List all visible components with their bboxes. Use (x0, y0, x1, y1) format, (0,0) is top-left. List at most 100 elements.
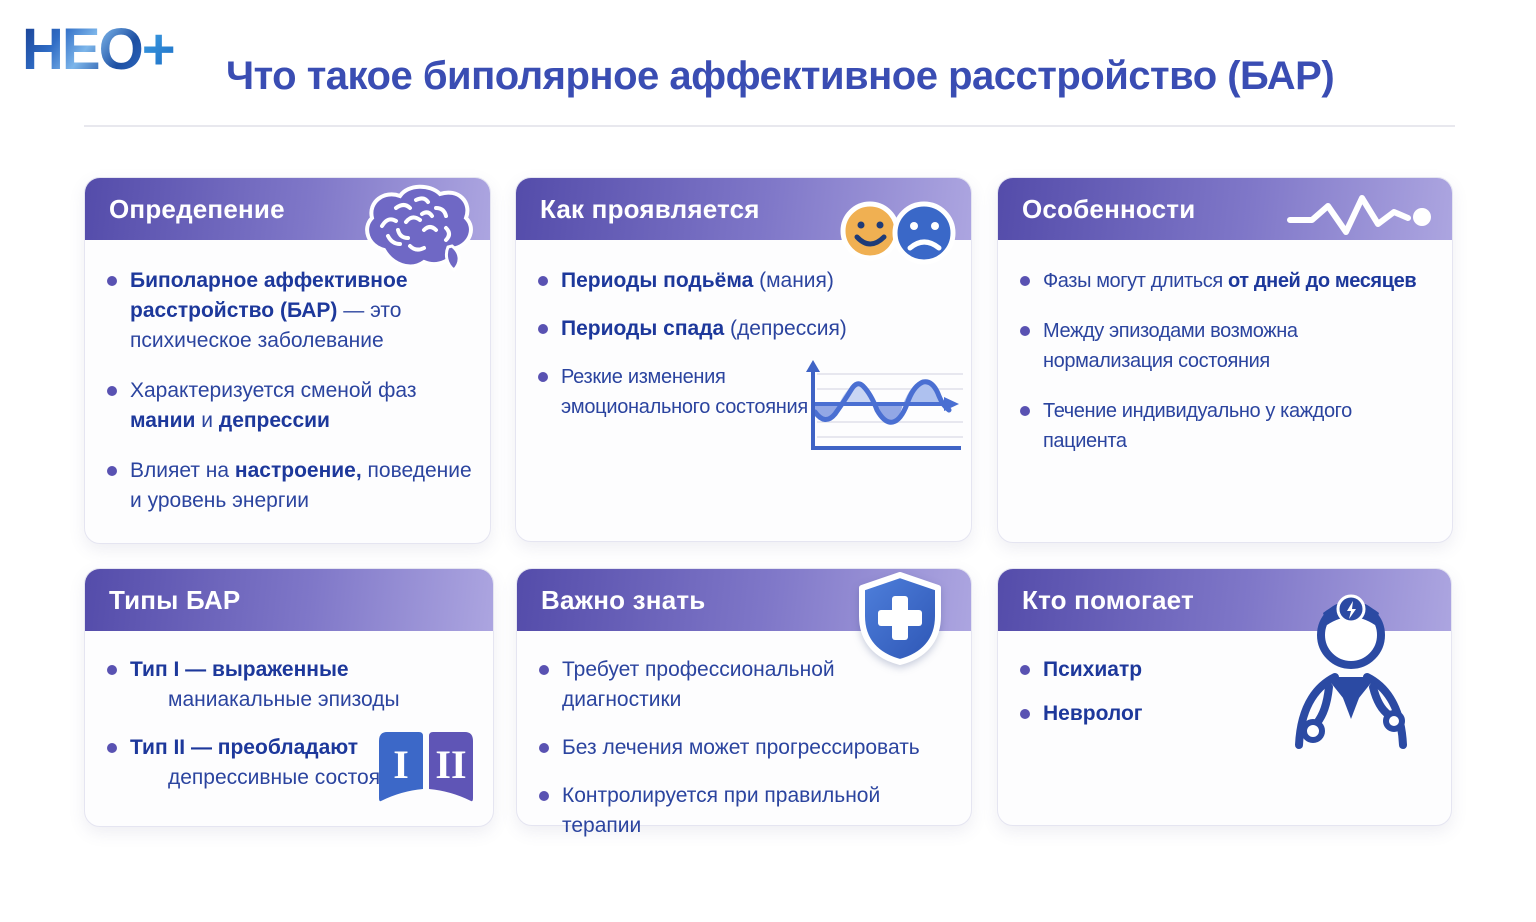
logo-plus-icon: + (141, 17, 176, 82)
list-item: Резкие изменения эмоционального состояния (538, 362, 955, 422)
bullet-text-segment: поведение и уровень энергии (130, 459, 472, 512)
type-badges-icon: I II (371, 727, 481, 810)
list-item: Требует профессиональной диагностики (539, 655, 955, 715)
bullet-dot (107, 743, 117, 753)
list-item: Фазы могут длиться от дней до месяцев (1020, 266, 1436, 296)
card-title: Как проявляется (540, 193, 760, 224)
logo-text: НЕО (22, 17, 144, 82)
bullet-text: Биполарное аффективное расстройство (БАР… (130, 266, 474, 356)
bullet-text-segment: Тип II — преобладают (130, 736, 358, 759)
bullet-text: Резкие изменения эмоционального состояния (561, 362, 808, 422)
type-badge-ii: II (429, 732, 473, 802)
bullet-dot (539, 791, 549, 801)
svg-text:II: II (435, 742, 466, 787)
bullet-dot (539, 743, 549, 753)
bullet-text: Тип I — выраженные маниакальные эпизоды (130, 655, 400, 715)
list-item: Контролируется при правильной терапии (539, 781, 955, 841)
bullet-text: Влияет на настроение, поведение и уровен… (130, 456, 474, 516)
bullet-text-segment: Невролог (1043, 702, 1143, 725)
list-item: Психиатр (1020, 655, 1435, 685)
faces-icon (837, 196, 961, 275)
list-item: Влияет на настроение, поведение и уровен… (107, 456, 474, 516)
card-title: Особенности (1022, 193, 1196, 224)
bullet-text-segment: Периоды подьёма (561, 269, 754, 292)
bullet-text-segment: Периоды спада (561, 317, 725, 340)
list-item: Тип I — выраженные маниакальные эпизоды (107, 655, 477, 715)
bullet-text-segment: — это психическое заболевание (130, 299, 402, 352)
bullet-text-segment: Течение индивидуально у каждого пациента (1043, 400, 1352, 452)
mood-wave-chart (799, 358, 967, 459)
svg-text:I: I (393, 742, 409, 787)
bullet-text-segment: Характеризуется сменой фаз (130, 379, 417, 402)
doctor-icon (1271, 583, 1431, 756)
bullet-text-segment: Тип I — выраженные (130, 658, 349, 681)
card-types: Типы БАР Тип I — выраженные маниакальные … (84, 568, 494, 827)
card-important: Важно знать Требует профессиональной диа… (516, 568, 972, 837)
bullet-dot (107, 276, 117, 286)
card-symptoms: Как проявляется Периоды подьёма (мания) … (515, 177, 972, 542)
bullet-text: Между эпизодами возможна нормализация сос… (1043, 316, 1298, 376)
logo: НЕО+ (22, 16, 176, 83)
card-title: Важно знать (541, 584, 706, 615)
pulse-icon (1286, 192, 1436, 247)
bullet-text-segment: мании (130, 409, 196, 432)
bullet-text-segment: Биполарное аффективное расстройство (БАР… (130, 269, 408, 322)
type-badge-i: I (379, 732, 423, 802)
list-item: Тип II — преобладают депрессивные состоян… (107, 733, 477, 793)
bullet-dot (1020, 276, 1030, 286)
bullet-text-segment: Влияет на (130, 459, 235, 482)
bullet-text-segment: от дней до месяцев (1227, 270, 1417, 292)
bullet-list: Требует профессиональной диагностики Без… (517, 631, 971, 841)
list-item: Биполарное аффективное расстройство (БАР… (107, 266, 474, 356)
card-title: Типы БАР (109, 584, 241, 615)
bullet-dot (107, 386, 117, 396)
bullet-list: Психиатр Невролог (998, 631, 1451, 729)
bullet-text-segment: маниакальные эпизоды (168, 688, 400, 711)
bullet-dot (1020, 709, 1030, 719)
bullet-text-segment: Фазы могут длиться (1043, 270, 1228, 292)
bullet-text: Требует профессиональной диагностики (562, 655, 955, 715)
bullet-text-segment: нормализация состояния (1043, 350, 1270, 372)
bullet-text-segment: настроение, (234, 459, 362, 482)
bullet-text: Периоды спада (депрессия) (561, 314, 847, 344)
list-item: Невролог (1020, 699, 1435, 729)
bullet-list: Периоды подьёма (мания) Периоды спада (д… (516, 240, 971, 422)
bullet-text-segment: (мания) (753, 269, 834, 292)
bullet-text-segment: Без лечения может прогрессировать (562, 736, 920, 759)
bullet-dot (107, 665, 117, 675)
bullet-text: Психиатр (1043, 655, 1142, 685)
card-title: Опредепение (109, 193, 285, 224)
card-features: Особенности Фазы могут длиться от дней д… (997, 177, 1453, 543)
bullet-text-segment: Резкие изменения (561, 366, 726, 388)
bullet-dot (539, 665, 549, 675)
card-definition: Опредепение Биполарное аффективное расст… (84, 177, 491, 544)
bullet-text: Контролируется при правильной терапии (562, 781, 955, 841)
bullet-text: Без лечения может прогрессировать (562, 733, 920, 763)
bullet-text-segment: эмоционального состояния (561, 396, 808, 418)
bullet-text: Течение индивидуально у каждого пациента (1043, 396, 1436, 456)
bullet-text: Фазы могут длиться от дней до месяцев (1043, 266, 1417, 296)
bullet-dot (538, 276, 548, 286)
bullet-text: Тип II — преобладают депрессивные состоян… (130, 733, 415, 793)
list-item: Периоды спада (депрессия) (538, 314, 955, 344)
bullet-dot (538, 324, 548, 334)
list-item: Характеризуется сменой фаз мании и депре… (107, 376, 474, 436)
bullet-text: Характеризуется сменой фаз мании и депре… (130, 376, 474, 436)
bullet-text-segment: депрессивные состояния (168, 766, 415, 789)
title-divider (84, 125, 1455, 127)
bullet-text-segment: и (195, 409, 219, 432)
bullet-text-segment: Требует профессиональной диагностики (562, 658, 835, 711)
bullet-text-segment: Между эпизодами возможна (1043, 320, 1298, 342)
card-types-header: Типы БАР (85, 569, 493, 631)
bullet-text-segment: депрессии (218, 409, 330, 432)
list-item: Без лечения может прогрессировать (539, 733, 955, 763)
bullet-dot (107, 466, 117, 476)
bullet-dot (1020, 406, 1030, 416)
bullet-list: Биполарное аффективное расстройство (БАР… (85, 240, 490, 516)
bullet-text-segment: Контролируется при правильной терапии (562, 784, 881, 837)
bullet-list: Фазы могут длиться от дней до месяцев Ме… (998, 240, 1452, 456)
shield-cross-icon (853, 571, 947, 670)
brain-icon (358, 184, 476, 283)
bullet-dot (1020, 665, 1030, 675)
bullet-text: Невролог (1043, 699, 1143, 729)
